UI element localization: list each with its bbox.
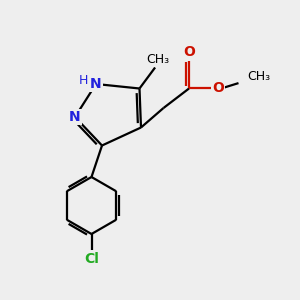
- Text: N: N: [90, 77, 102, 91]
- Text: N: N: [69, 110, 81, 124]
- Text: O: O: [212, 81, 224, 95]
- Text: CH₃: CH₃: [146, 52, 170, 66]
- Text: Cl: Cl: [84, 252, 99, 266]
- Text: O: O: [183, 46, 195, 59]
- Text: CH₃: CH₃: [248, 70, 271, 83]
- Text: H: H: [79, 74, 88, 87]
